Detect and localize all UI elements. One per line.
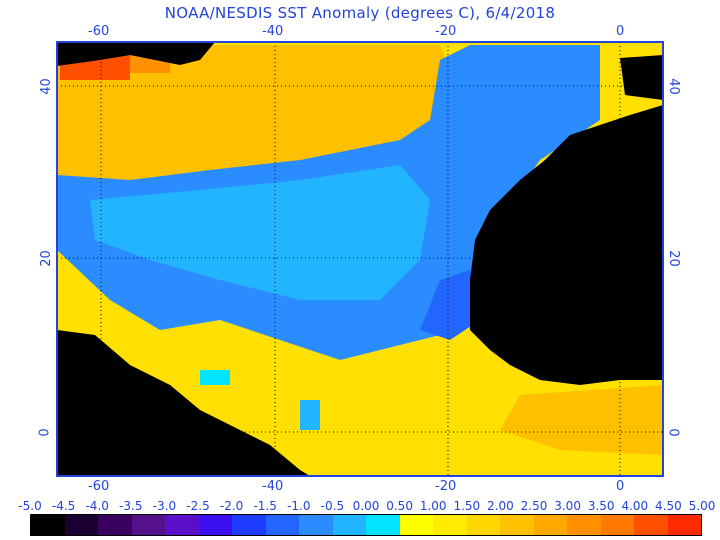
lat-tick-label: 0 — [37, 428, 53, 437]
lon-tick-label: -40 — [262, 24, 284, 39]
colorbar-swatch — [98, 515, 132, 535]
colorbar-tick-label: 4.50 — [655, 499, 682, 513]
colorbar-swatch — [232, 515, 266, 535]
colorbar-tick-label: 3.00 — [554, 499, 581, 513]
colorbar-tick-label: 0.50 — [386, 499, 413, 513]
colorbar-tick-label: -3.0 — [152, 499, 177, 513]
colorbar-tick-label: 5.00 — [688, 499, 716, 513]
lon-tick-label: 0 — [616, 24, 625, 39]
colorbar-tick-label: -2.5 — [186, 499, 210, 513]
colorbar-labels: -5.0 -4.5 -4.0 -3.5 -3.0 -2.5 -2.0 -1.5 -1.0 -0.5… — [0, 499, 720, 513]
lon-tick-label: -60 — [88, 24, 110, 39]
colorbar-swatch — [64, 515, 98, 535]
colorbar-tick-label: -0.5 — [320, 499, 345, 513]
colorbar-swatch — [299, 515, 333, 535]
lon-tick-label: -40 — [262, 479, 284, 494]
colorbar-tick-label: -1.5 — [253, 499, 277, 513]
graticule — [57, 42, 663, 476]
colorbar-swatch — [366, 515, 400, 535]
colorbar-tick-label: -1.0 — [287, 499, 311, 513]
cyan-patch — [200, 370, 230, 385]
colorbar-tick-label: -4.0 — [85, 499, 109, 513]
colorbar-tick-label: -4.5 — [51, 499, 76, 513]
colorbar-swatch — [265, 515, 299, 535]
colorbar-tick-label: 4.00 — [621, 499, 649, 513]
colorbar-swatch — [399, 515, 433, 535]
cool-anomaly-light — [90, 165, 430, 300]
land-south-america — [57, 330, 310, 476]
colorbar-swatch — [667, 515, 701, 535]
colorbar-swatch — [433, 515, 467, 535]
orange-anomaly-north — [57, 45, 450, 195]
colorbar-swatch — [332, 515, 366, 535]
colorbar — [30, 514, 702, 536]
colorbar-swatch — [634, 515, 668, 535]
cool-anomaly-deep — [420, 270, 480, 340]
lon-tick-label: -20 — [435, 24, 457, 39]
colorbar-swatch — [500, 515, 534, 535]
lat-tick-label: 0 — [665, 428, 681, 437]
lon-tick-label: -60 — [88, 479, 110, 494]
colorbar-swatch — [198, 515, 232, 535]
plot-frame — [56, 41, 664, 477]
cyan-patch — [300, 400, 320, 430]
colorbar-swatch — [31, 515, 65, 535]
lat-tick-label: 40 — [38, 78, 54, 95]
lon-tick-label: 0 — [616, 479, 625, 494]
land-iberia — [620, 55, 663, 100]
lon-tick-label: -20 — [435, 479, 457, 494]
colorbar-tick-label: 1.00 — [419, 499, 447, 513]
colorbar-swatch — [131, 515, 165, 535]
land-africa — [470, 42, 663, 385]
lat-tick-label: 20 — [665, 250, 681, 267]
colorbar-tick-label: 2.50 — [520, 499, 548, 513]
colorbar-swatch — [533, 515, 567, 535]
colorbar-tick-label: -5.0 — [18, 499, 42, 513]
colorbar-swatch — [165, 515, 199, 535]
map-title: NOAA/NESDIS SST Anomaly (degrees C), 6/4… — [164, 4, 556, 22]
colorbar-tick-label: 0.00 — [352, 499, 380, 513]
colorbar-tick-label: -3.5 — [119, 499, 143, 513]
lat-tick-label: 20 — [38, 250, 54, 267]
colorbar-tick-label: -2.0 — [219, 499, 244, 513]
orange-anomaly-south — [500, 385, 663, 455]
colorbar-tick-label: 2.00 — [487, 499, 514, 513]
colorbar-tick-label: 3.50 — [587, 499, 615, 513]
lat-tick-label: 40 — [665, 78, 681, 95]
land-north-america — [57, 42, 215, 66]
colorbar-tick-label: 1.50 — [453, 499, 481, 513]
colorbar-swatch — [600, 515, 634, 535]
colorbar-swatch — [466, 515, 500, 535]
colorbar-swatch — [567, 515, 601, 535]
